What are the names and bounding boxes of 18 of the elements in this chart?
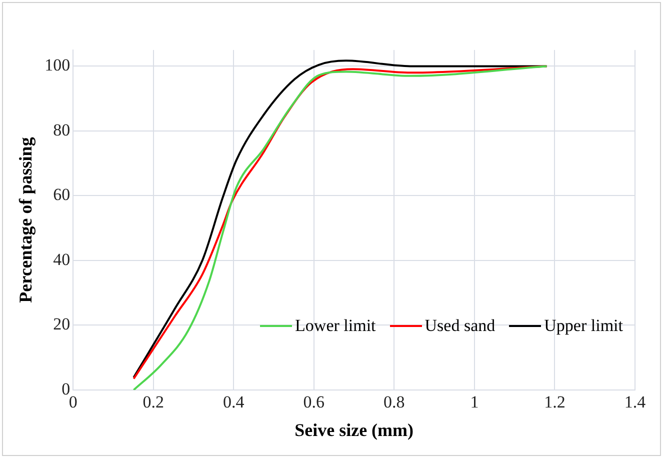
y-axis-title: Percentage of passing bbox=[15, 137, 36, 303]
x-axis-title: Seive size (mm) bbox=[294, 420, 414, 440]
x-tick-label: 0.2 bbox=[142, 392, 164, 412]
x-tick-label: 1.4 bbox=[624, 392, 646, 412]
legend-label: Upper limit bbox=[544, 316, 623, 336]
legend-label: Used sand bbox=[424, 316, 496, 336]
x-tick-label: 1.2 bbox=[544, 392, 566, 412]
x-tick-label: 0.4 bbox=[223, 392, 245, 412]
y-tick-label: 40 bbox=[53, 250, 70, 269]
y-tick-label: 0 bbox=[62, 379, 70, 398]
y-tick-label: 20 bbox=[53, 314, 70, 334]
y-tick-label: 100 bbox=[44, 56, 70, 75]
x-tick-label: 1 bbox=[470, 392, 479, 412]
legend-label: Lower limit bbox=[295, 316, 376, 336]
y-tick-label: 80 bbox=[53, 120, 70, 140]
x-tick-label: 0.6 bbox=[303, 392, 325, 412]
x-tick-label: 0.8 bbox=[384, 392, 405, 412]
y-tick-label: 60 bbox=[53, 185, 70, 204]
